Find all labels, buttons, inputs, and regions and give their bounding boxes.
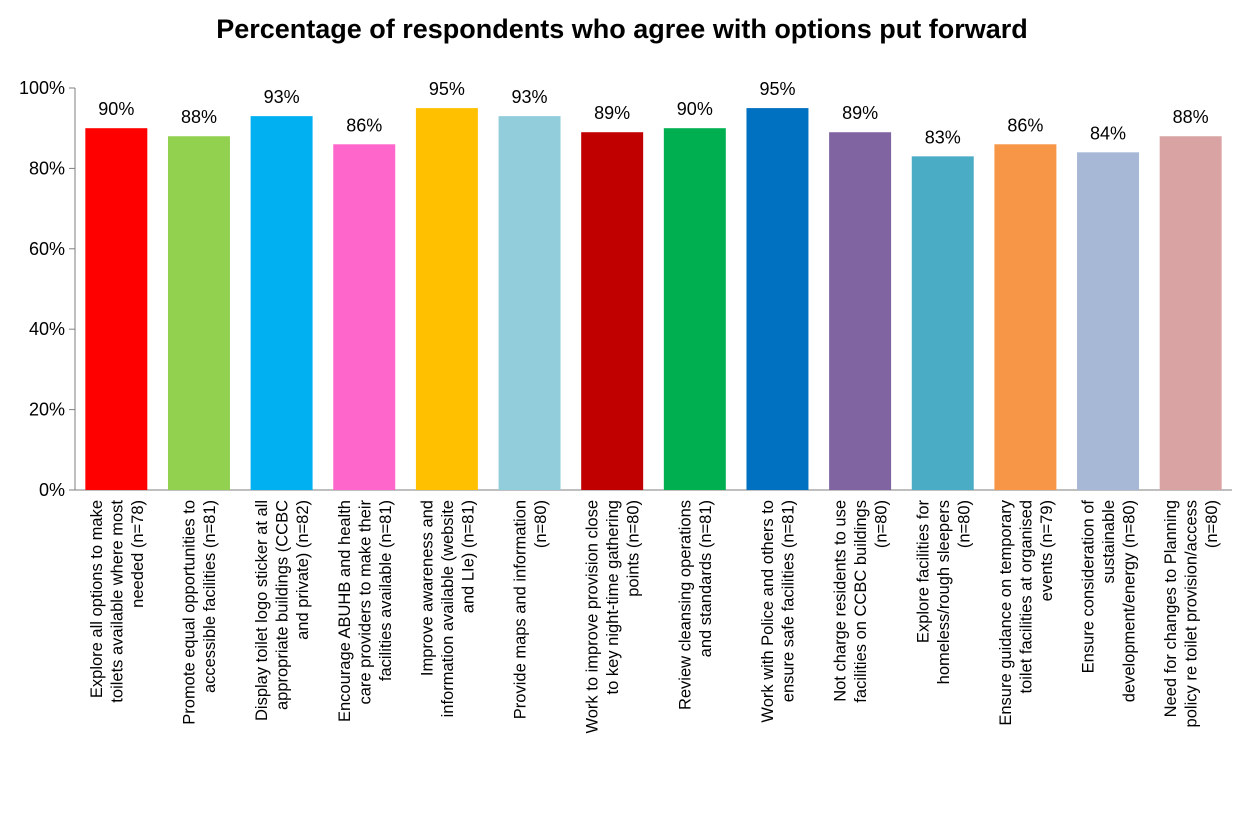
bar <box>498 116 561 490</box>
x-tick-label-line: needed (n=78) <box>129 500 147 608</box>
data-label: 95% <box>429 79 465 99</box>
x-tick-label-line: and private) (n=82) <box>294 500 312 640</box>
data-label: 84% <box>1090 123 1126 143</box>
x-tick-label-line: (n=80) <box>955 500 973 548</box>
bar <box>746 108 809 490</box>
x-tick-label-line: (n=80) <box>873 500 891 548</box>
x-tick-label-line: Explore all options to make <box>88 500 106 698</box>
data-label: 89% <box>594 103 630 123</box>
y-tick-label: 20% <box>29 400 65 420</box>
x-tick-label: Display toilet logo sticker at all approp… <box>253 500 312 721</box>
bar <box>250 116 313 490</box>
x-tick-label: Not charge residents to use facilities on… <box>832 500 891 703</box>
bar <box>1077 152 1140 490</box>
x-tick-label-line: Promote equal opportunities to <box>181 500 199 725</box>
chart-title: Percentage of respondents who agree with… <box>216 14 1028 44</box>
y-tick-label: 100% <box>19 78 65 98</box>
data-label: 88% <box>1173 107 1209 127</box>
x-tick-label-line: (n=80) <box>532 500 550 548</box>
y-tick-label: 40% <box>29 319 65 339</box>
bar <box>994 144 1057 490</box>
bar <box>1159 136 1222 491</box>
x-tick-label-line: Not charge residents to use <box>832 500 850 702</box>
x-tick-label-line: Review cleansing operations <box>677 500 695 710</box>
x-tick-label-line: Explore facilities for <box>914 500 932 644</box>
bar <box>415 108 478 490</box>
x-tick-label-line: care providers to make their <box>356 500 374 705</box>
x-tick-label-line: homeless/rough sleepers <box>935 500 953 684</box>
data-label: 86% <box>1007 115 1043 135</box>
x-tick-label: Provide maps and information (n=80) <box>511 500 550 719</box>
x-axis-labels: Explore all options to make toilets avail… <box>88 499 1221 733</box>
data-label: 93% <box>512 87 548 107</box>
x-tick-label-line: policy re toilet provision/access <box>1183 500 1201 727</box>
data-label: 86% <box>346 115 382 135</box>
bars <box>85 108 1222 491</box>
x-tick-label: Need for changes to Planning policy re to… <box>1162 500 1221 727</box>
x-tick-label: Encourage ABUHB and health care providers… <box>336 500 395 722</box>
y-tick-label: 80% <box>29 158 65 178</box>
bar <box>581 132 644 490</box>
x-tick-label-line: and standards (n=81) <box>697 500 715 657</box>
data-label: 88% <box>181 107 217 127</box>
data-label: 95% <box>759 79 795 99</box>
x-tick-label: Improve awareness and information availab… <box>418 500 477 717</box>
data-label: 89% <box>842 103 878 123</box>
data-labels: 90% 88% 93% 86% 95% 93% 89% 90% 95% 89% 83% 86% 84% 8… <box>98 79 1208 147</box>
x-tick-label: Work to improve provision close to key ni… <box>584 500 643 734</box>
x-tick-label-line: and LIe) (n=81) <box>459 500 477 613</box>
x-tick-label: Ensure guidance on temporary toilet facil… <box>997 499 1056 725</box>
x-tick-label-line: information available (website <box>439 500 457 717</box>
x-tick-label: Review cleansing operations and standards… <box>677 500 716 710</box>
x-tick-label-line: toilets available where most <box>108 500 126 703</box>
x-tick-label-line: accessible facilities (n=81) <box>201 500 219 693</box>
x-tick-label-line: toilet facilities at organised <box>1017 500 1035 694</box>
x-tick-label-line: Work to improve provision close <box>584 500 602 734</box>
data-label: 90% <box>677 99 713 119</box>
x-tick-label-line: ensure safe facilities (n=81) <box>780 500 798 702</box>
bar <box>829 132 892 490</box>
x-tick-label-line: events (n=79) <box>1038 500 1056 601</box>
y-tick-label: 60% <box>29 239 65 259</box>
bar <box>663 128 726 490</box>
x-tick-label: Work with Police and others to ensure saf… <box>759 500 798 723</box>
x-tick-label: Ensure consideration of sustainable develo… <box>1080 500 1139 703</box>
bar <box>911 156 974 490</box>
x-tick-label-line: Ensure consideration of <box>1080 500 1098 674</box>
x-tick-label-line: facilities on CCBC buildings <box>852 500 870 703</box>
x-tick-label-line: points (n=80) <box>625 500 643 597</box>
data-label: 90% <box>98 99 134 119</box>
x-tick-label-line: Encourage ABUHB and health <box>336 500 354 722</box>
bar <box>333 144 396 490</box>
x-tick-label-line: appropriate buildings (CCBC <box>274 500 292 710</box>
x-tick-label-line: Improve awareness and <box>418 500 436 676</box>
x-tick-label-line: facilities available (n=81) <box>377 500 395 681</box>
x-tick-label-line: Need for changes to Planning <box>1162 500 1180 717</box>
x-tick-label-line: to key night-time gathering <box>604 500 622 694</box>
x-tick-label: Promote equal opportunities to accessible… <box>181 500 220 725</box>
data-label: 83% <box>925 127 961 147</box>
x-tick-label-line: Provide maps and information <box>511 500 529 719</box>
x-tick-label-line: Display toilet logo sticker at all <box>253 500 271 721</box>
bar <box>167 136 230 491</box>
x-tick-label-line: (n=80) <box>1203 500 1221 548</box>
x-tick-label-line: sustainable <box>1100 500 1118 583</box>
x-tick-label: Explore all options to make toilets avail… <box>88 500 147 703</box>
data-label: 93% <box>264 87 300 107</box>
bar <box>85 128 148 490</box>
x-tick-label: Explore facilities for homeless/rough sle… <box>914 500 973 685</box>
y-tick-label: 0% <box>39 480 65 500</box>
x-tick-label-line: Ensure guidance on temporary <box>997 499 1015 725</box>
x-tick-label-line: development/energy (n=80) <box>1121 500 1139 702</box>
x-tick-label-line: Work with Police and others to <box>759 500 777 723</box>
